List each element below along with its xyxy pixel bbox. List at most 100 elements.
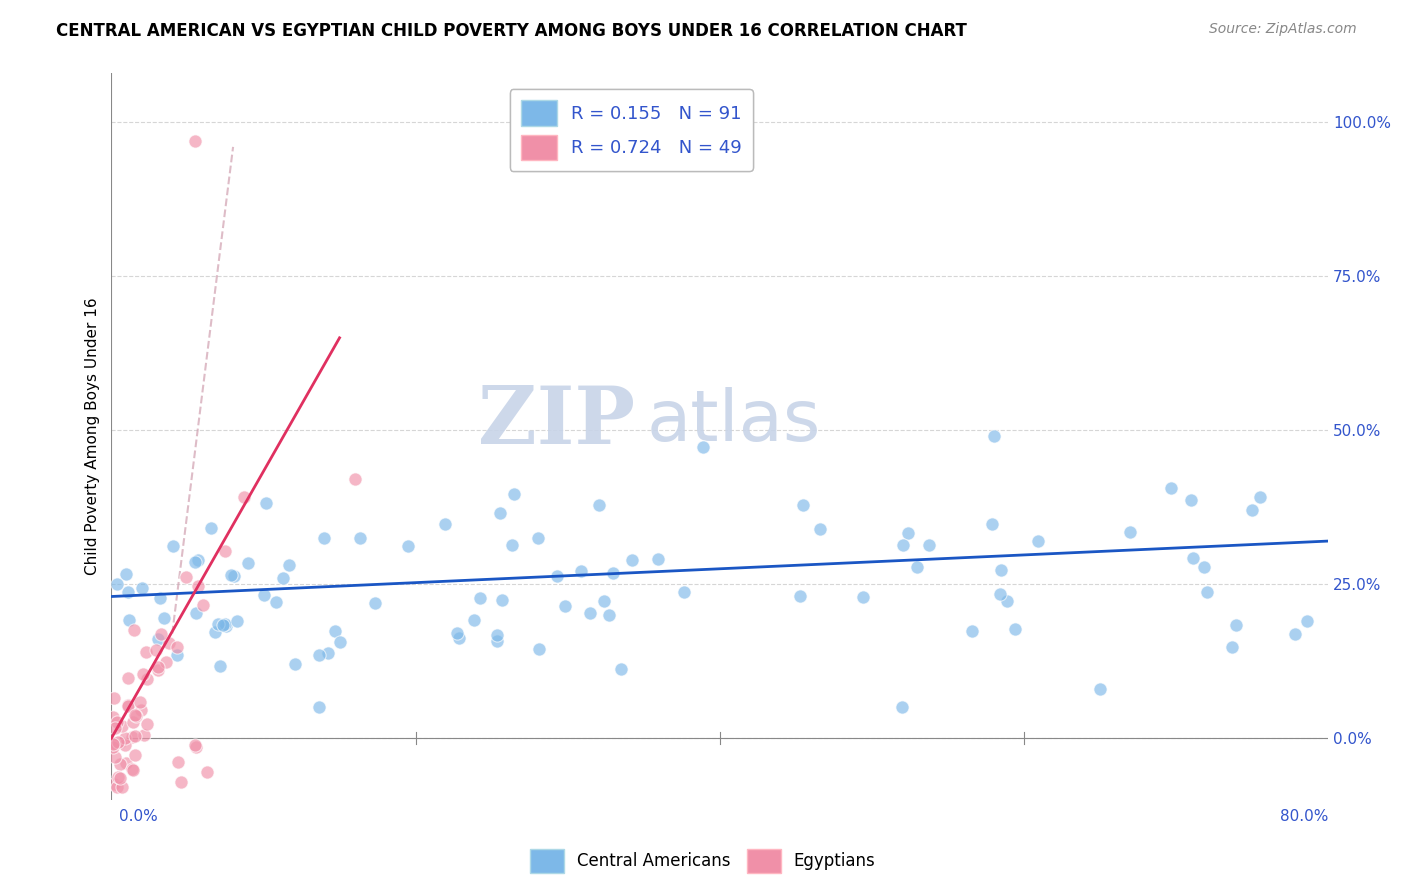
Point	[610, 662, 633, 676]
Point	[132, 728, 155, 742]
Point	[232, 490, 254, 504]
Point	[447, 632, 470, 646]
Point	[200, 521, 222, 535]
Point	[209, 659, 232, 673]
Point	[1295, 615, 1317, 629]
Point	[135, 645, 157, 659]
Point	[107, 771, 129, 785]
Point	[145, 643, 167, 657]
Point	[124, 707, 146, 722]
Point	[266, 595, 288, 609]
Point	[135, 672, 157, 686]
Text: Source: ZipAtlas.com: Source: ZipAtlas.com	[1209, 22, 1357, 37]
Point	[254, 495, 277, 509]
Point	[489, 506, 512, 520]
Point	[204, 624, 226, 639]
Point	[115, 756, 138, 771]
Point	[1160, 481, 1182, 495]
Point	[122, 624, 145, 638]
Point	[166, 648, 188, 662]
Point	[593, 593, 616, 607]
Point	[905, 559, 928, 574]
Point	[960, 624, 983, 638]
Point	[124, 747, 146, 762]
Point	[588, 498, 610, 512]
Point	[215, 618, 238, 632]
Point	[329, 634, 352, 648]
Point	[166, 640, 188, 655]
Point	[312, 531, 335, 545]
Point	[598, 607, 620, 622]
Point	[114, 738, 136, 752]
Point	[620, 552, 643, 566]
Point	[546, 568, 568, 582]
Point	[153, 611, 176, 625]
Point	[446, 626, 468, 640]
Point	[1004, 623, 1026, 637]
Point	[121, 763, 143, 777]
Point	[150, 627, 173, 641]
Point	[146, 632, 169, 647]
Point	[107, 735, 129, 749]
Point	[852, 590, 875, 604]
Point	[212, 617, 235, 632]
Point	[527, 531, 550, 545]
Point	[316, 646, 339, 660]
Point	[891, 538, 914, 552]
Point	[578, 606, 600, 620]
Point	[897, 526, 920, 541]
Point	[1088, 681, 1111, 696]
Point	[108, 772, 131, 786]
Point	[129, 703, 152, 717]
Point	[184, 134, 207, 148]
Point	[470, 591, 492, 605]
Point	[501, 539, 523, 553]
Point	[125, 708, 148, 723]
Point	[1119, 525, 1142, 540]
Point	[157, 636, 180, 650]
Point	[995, 594, 1018, 608]
Point	[148, 663, 170, 677]
Point	[224, 569, 246, 583]
Point	[1284, 627, 1306, 641]
Point	[810, 522, 832, 536]
Point	[792, 498, 814, 512]
Point	[214, 616, 236, 631]
Point	[117, 671, 139, 685]
Point	[104, 721, 127, 735]
Point	[187, 579, 209, 593]
Point	[983, 429, 1005, 443]
Point	[110, 735, 132, 749]
Point	[569, 564, 592, 578]
Point	[108, 756, 131, 771]
Point	[103, 777, 125, 791]
Point	[104, 749, 127, 764]
Point	[184, 738, 207, 752]
Point	[238, 557, 260, 571]
Point	[1026, 534, 1049, 549]
Text: 80.0%: 80.0%	[1279, 809, 1329, 824]
Point	[271, 571, 294, 585]
Y-axis label: Child Poverty Among Boys Under 16: Child Poverty Among Boys Under 16	[86, 298, 100, 575]
Legend: R = 0.155   N = 91, R = 0.724   N = 49: R = 0.155 N = 91, R = 0.724 N = 49	[510, 89, 752, 171]
Point	[111, 780, 134, 795]
Point	[103, 690, 125, 705]
Point	[485, 634, 508, 648]
Point	[363, 596, 385, 610]
Point	[105, 576, 128, 591]
Point	[1182, 551, 1205, 566]
Point	[110, 719, 132, 733]
Point	[117, 585, 139, 599]
Point	[491, 593, 513, 607]
Point	[167, 755, 190, 769]
Point	[990, 563, 1012, 577]
Point	[186, 606, 208, 620]
Point	[101, 737, 124, 751]
Point	[503, 487, 526, 501]
Point	[121, 714, 143, 729]
Point	[1249, 491, 1271, 505]
Point	[918, 538, 941, 552]
Point	[981, 516, 1004, 531]
Point	[602, 566, 624, 580]
Point	[308, 700, 330, 714]
